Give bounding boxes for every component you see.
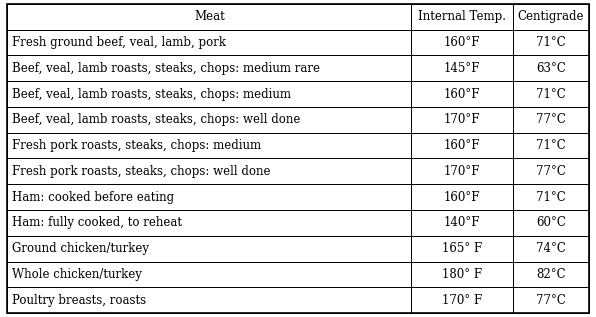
Text: 160°F: 160°F	[444, 87, 480, 100]
Bar	[7, 81, 411, 107]
Bar	[7, 158, 411, 184]
Text: 63°C: 63°C	[536, 62, 566, 75]
Bar	[513, 158, 589, 184]
Bar	[411, 133, 513, 158]
Bar	[513, 133, 589, 158]
Text: Beef, veal, lamb roasts, steaks, chops: medium rare: Beef, veal, lamb roasts, steaks, chops: …	[12, 62, 320, 75]
Bar	[7, 107, 411, 133]
Text: 170°F: 170°F	[444, 113, 480, 126]
Text: 71°C: 71°C	[536, 191, 566, 204]
Bar	[411, 29, 513, 55]
Bar	[513, 81, 589, 107]
Bar	[411, 81, 513, 107]
Text: 160°F: 160°F	[444, 139, 480, 152]
Text: 160°F: 160°F	[444, 191, 480, 204]
Text: 71°C: 71°C	[536, 87, 566, 100]
Bar	[7, 29, 411, 55]
Text: 145°F: 145°F	[444, 62, 480, 75]
Bar	[411, 55, 513, 81]
Bar	[7, 184, 411, 210]
Text: Meat: Meat	[194, 10, 225, 23]
Bar	[513, 55, 589, 81]
Text: Fresh pork roasts, steaks, chops: well done: Fresh pork roasts, steaks, chops: well d…	[12, 165, 271, 178]
Bar	[411, 158, 513, 184]
Bar	[513, 107, 589, 133]
Text: Ground chicken/turkey: Ground chicken/turkey	[12, 242, 149, 255]
Bar	[513, 262, 589, 288]
Bar	[7, 236, 411, 262]
Bar	[411, 184, 513, 210]
Text: 77°C: 77°C	[536, 113, 566, 126]
Bar	[411, 4, 513, 29]
Text: Internal Temp.: Internal Temp.	[418, 10, 507, 23]
Text: 140°F: 140°F	[444, 217, 480, 230]
Bar	[411, 236, 513, 262]
Text: Fresh ground beef, veal, lamb, pork: Fresh ground beef, veal, lamb, pork	[12, 36, 226, 49]
Bar	[513, 29, 589, 55]
Bar	[7, 210, 411, 236]
Bar	[513, 236, 589, 262]
Text: Whole chicken/turkey: Whole chicken/turkey	[12, 268, 142, 281]
Text: 77°C: 77°C	[536, 294, 566, 307]
Bar	[411, 288, 513, 313]
Text: Ham: fully cooked, to reheat: Ham: fully cooked, to reheat	[12, 217, 182, 230]
Text: 160°F: 160°F	[444, 36, 480, 49]
Bar	[411, 107, 513, 133]
Text: Poultry breasts, roasts: Poultry breasts, roasts	[12, 294, 146, 307]
Text: 71°C: 71°C	[536, 139, 566, 152]
Text: 74°C: 74°C	[536, 242, 566, 255]
Bar	[513, 210, 589, 236]
Bar	[513, 184, 589, 210]
Text: Beef, veal, lamb roasts, steaks, chops: medium: Beef, veal, lamb roasts, steaks, chops: …	[12, 87, 291, 100]
Text: 180° F: 180° F	[442, 268, 482, 281]
Bar	[7, 4, 411, 29]
Bar	[7, 55, 411, 81]
Bar	[411, 262, 513, 288]
Text: 60°C: 60°C	[536, 217, 566, 230]
Text: Ham: cooked before eating: Ham: cooked before eating	[12, 191, 174, 204]
Bar	[411, 210, 513, 236]
Text: 165° F: 165° F	[442, 242, 482, 255]
Bar	[513, 4, 589, 29]
Text: 77°C: 77°C	[536, 165, 566, 178]
Text: 82°C: 82°C	[536, 268, 566, 281]
Text: Beef, veal, lamb roasts, steaks, chops: well done: Beef, veal, lamb roasts, steaks, chops: …	[12, 113, 300, 126]
Text: 170° F: 170° F	[442, 294, 482, 307]
Text: Fresh pork roasts, steaks, chops: medium: Fresh pork roasts, steaks, chops: medium	[12, 139, 261, 152]
Text: 71°C: 71°C	[536, 36, 566, 49]
Text: 170°F: 170°F	[444, 165, 480, 178]
Bar	[7, 288, 411, 313]
Text: Centigrade: Centigrade	[518, 10, 584, 23]
Bar	[7, 262, 411, 288]
Bar	[513, 288, 589, 313]
Bar	[7, 133, 411, 158]
